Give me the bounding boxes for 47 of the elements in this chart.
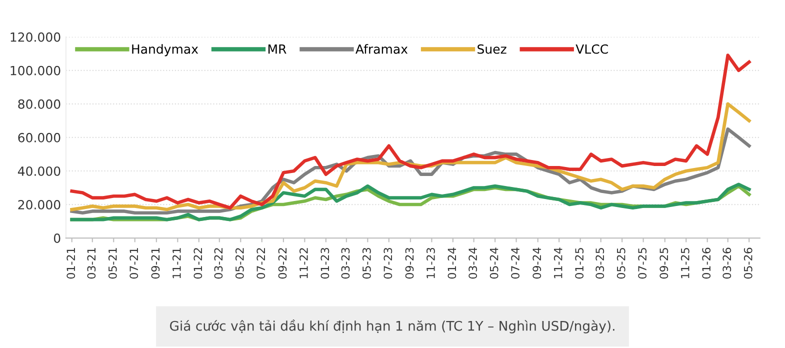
y-tick-label: 20.000 [18, 200, 60, 210]
x-tick-label: 03-23 [341, 248, 350, 279]
x-tick-label: 07-21 [130, 248, 138, 279]
y-tick-label: 60.000 [18, 132, 60, 142]
x-tick-label: 05-24 [490, 248, 498, 279]
legend-label: MR [268, 44, 286, 54]
legend-label: Suez [478, 44, 506, 54]
x-tick-label: 09-23 [405, 248, 414, 279]
legend-label: Handymax [132, 44, 198, 56]
x-tick-label: 07-25 [638, 248, 647, 279]
x-tick-label: 05-26 [744, 248, 752, 279]
y-tick-label: 0 [54, 234, 60, 243]
x-tick-label: 07-24 [511, 248, 520, 279]
x-tick-label: 09-24 [532, 248, 542, 279]
x-tick-label: 01-23 [320, 248, 330, 279]
x-tick-label: 01-22 [194, 248, 202, 279]
x-tick-label: 09-21 [151, 248, 160, 279]
x-tick-label: 11-24 [554, 248, 562, 278]
y-tick-label: 100.000 [10, 66, 60, 76]
x-tick-label: 09-22 [278, 248, 287, 279]
y-tick-label: 40.000 [18, 166, 60, 176]
x-tick-label: 07-23 [384, 248, 392, 279]
x-tick-label: 01-26 [702, 248, 711, 279]
x-tick-label: 05-22 [235, 248, 244, 279]
x-tick-label: 01-25 [575, 248, 584, 279]
x-tick-label: 03-26 [722, 248, 732, 279]
x-tick-label: 03-22 [214, 248, 223, 279]
x-tick-label: 05-23 [362, 248, 371, 279]
x-tick-label: 11-23 [426, 248, 435, 278]
x-tick-label: 05-25 [616, 248, 626, 279]
x-tick-label: 09-25 [660, 248, 668, 279]
y-tick-label: 80.000 [18, 99, 60, 109]
y-tick-label: 120.000 [10, 32, 60, 42]
x-tick-label: 07-22 [256, 248, 266, 279]
x-tick-label: 11-21 [172, 248, 181, 278]
x-tick-label: 05-21 [108, 248, 117, 279]
x-tick-label: 01-21 [66, 248, 76, 279]
x-tick-label: 03-24 [468, 248, 478, 279]
legend-label: Aframax [356, 44, 408, 54]
x-tick-label: 03-25 [596, 248, 604, 279]
x-tick-label: 11-22 [299, 248, 308, 278]
x-tick-label: 11-25 [680, 248, 690, 278]
x-tick-label: 01-24 [448, 248, 456, 279]
text: Giá cước vận tải dầu khí định hạn 1 năm (TC 1Y – Nghìn USD/ngày). [170, 319, 614, 334]
line-series [70, 102, 751, 212]
x-tick-label: 03-21 [87, 248, 96, 279]
legend-label: VLCC [576, 44, 608, 54]
